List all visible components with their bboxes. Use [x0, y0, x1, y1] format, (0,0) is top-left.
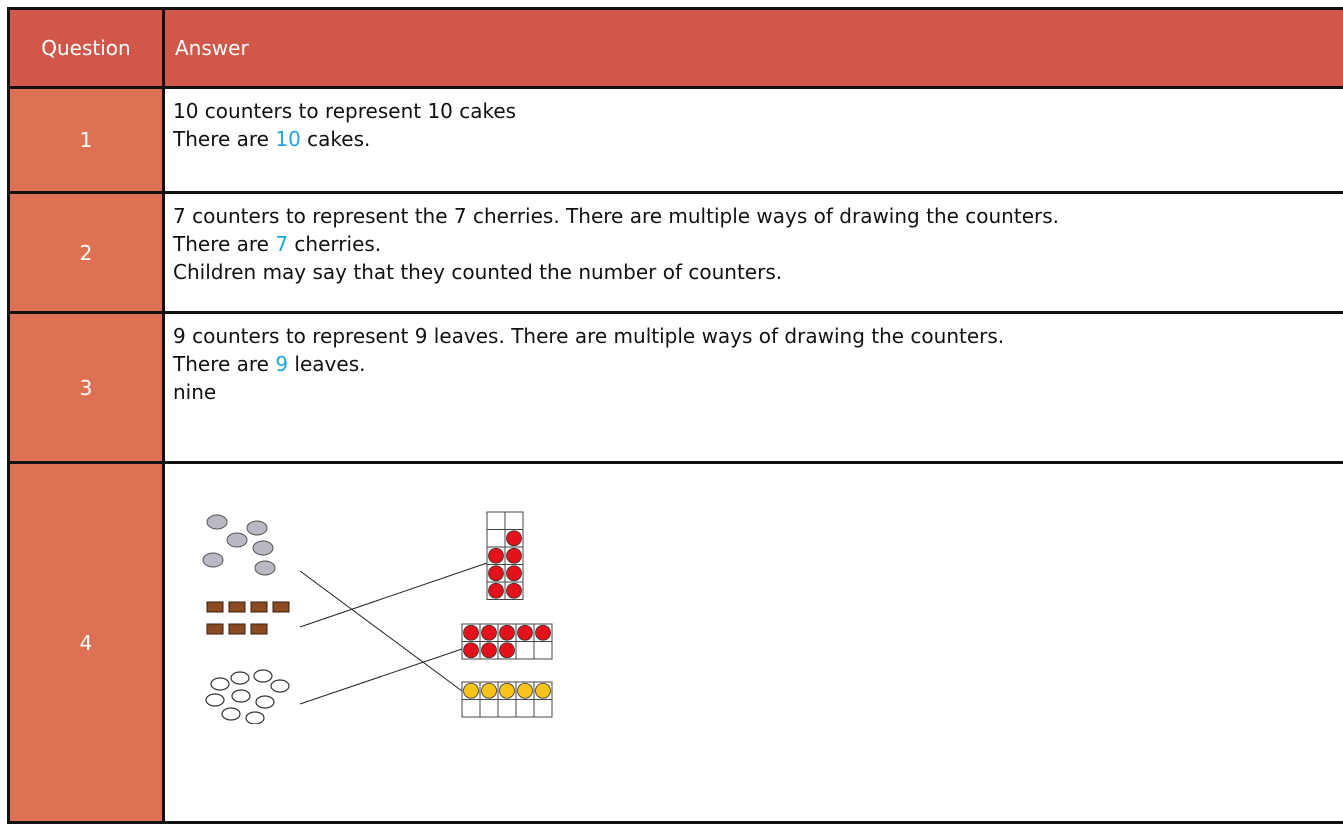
header-cell: Answer: [164, 9, 1343, 88]
answer-cell: 9 counters to represent 9 leaves. There …: [164, 313, 1343, 463]
counter: [507, 548, 522, 563]
answer-text: There are: [173, 127, 275, 151]
counter: [518, 625, 533, 640]
counter: [464, 643, 479, 658]
matching-picture: [165, 464, 585, 724]
answer-text: There are: [173, 352, 275, 376]
table-row: 4: [9, 463, 1343, 823]
answer-number: 10: [275, 127, 300, 151]
answer-line: There are 10 cakes.: [173, 125, 1343, 153]
counter: [489, 566, 504, 581]
table-row: 2 7 counters to represent the 7 cherries.…: [9, 193, 1343, 313]
answer-line: 10 counters to represent 10 cakes: [173, 97, 1343, 125]
sheep: [206, 670, 289, 724]
counter: [482, 643, 497, 658]
counter: [507, 583, 522, 598]
counter: [500, 625, 515, 640]
elephants: [203, 515, 275, 575]
question-number: 4: [9, 463, 164, 823]
answer-line: nine: [173, 378, 1343, 406]
table-row: 3 9 counters to represent 9 leaves. There…: [9, 313, 1343, 463]
horses: [207, 602, 289, 634]
question-number: 1: [9, 88, 164, 193]
frame-cell: [534, 642, 552, 660]
answer-text: cherries.: [288, 232, 381, 256]
counter: [464, 683, 479, 698]
frame-cell: [534, 700, 552, 718]
counter: [482, 625, 497, 640]
frame-cell: [487, 512, 505, 530]
counter: [500, 683, 515, 698]
frame-cell: [516, 642, 534, 660]
counter: [500, 643, 515, 658]
answer-number: 7: [275, 232, 288, 256]
question-number: 2: [9, 193, 164, 313]
answer-line: Children may say that they counted the n…: [173, 258, 1343, 286]
frame-cell: [487, 530, 505, 548]
counter: [507, 566, 522, 581]
frame-cell: [462, 700, 480, 718]
answer-number: 9: [275, 352, 288, 376]
answer-text: leaves.: [288, 352, 365, 376]
counter: [464, 625, 479, 640]
frame-cell: [480, 700, 498, 718]
header-cell: Question: [9, 9, 164, 88]
answer-cell: 7 counters to represent the 7 cherries. …: [164, 193, 1343, 313]
counter: [507, 531, 522, 546]
answer-line: 7 counters to represent the 7 cherries. …: [173, 202, 1343, 230]
counter: [489, 548, 504, 563]
answer-text: There are: [173, 232, 275, 256]
answer-line: There are 7 cherries.: [173, 230, 1343, 258]
answer-line: 9 counters to represent 9 leaves. There …: [173, 322, 1343, 350]
answer-cell: [164, 463, 1343, 823]
counter: [482, 683, 497, 698]
matching-lines: [300, 563, 487, 704]
counter: [518, 683, 533, 698]
question-number: 3: [9, 313, 164, 463]
answer-line: There are 9 leaves.: [173, 350, 1343, 378]
frame-cell: [498, 700, 516, 718]
header-row: Question Answer: [9, 9, 1343, 88]
counter: [536, 625, 551, 640]
ten-frames: [462, 512, 552, 717]
answer-text: cakes.: [301, 127, 371, 151]
frame-cell: [505, 512, 523, 530]
counter: [536, 683, 551, 698]
frame-cell: [516, 700, 534, 718]
counter: [489, 583, 504, 598]
